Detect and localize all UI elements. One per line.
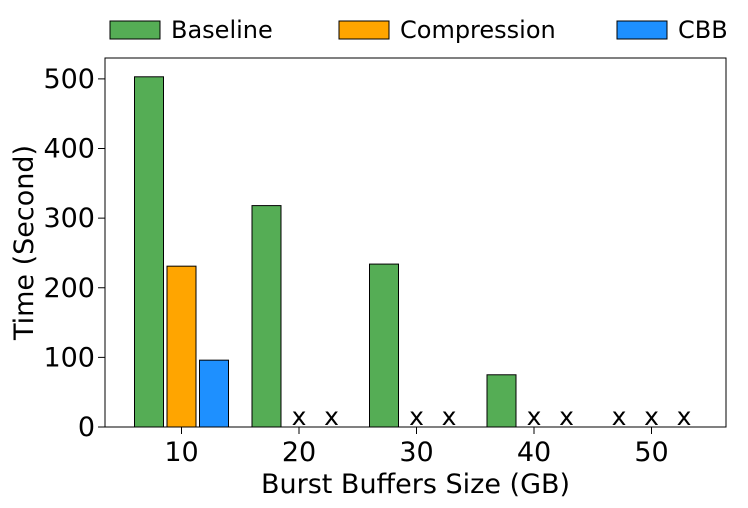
y-tick-label: 500: [43, 64, 95, 95]
missing-marker: x: [527, 402, 542, 431]
legend-label: CBB: [678, 16, 728, 44]
y-axis: 0 100 200 300 400 500: [43, 64, 105, 443]
y-axis-label: Time (Second): [9, 145, 40, 341]
missing-marker: x: [559, 402, 574, 431]
bar-baseline: [369, 263, 399, 428]
y-tick-label: 0: [78, 412, 95, 443]
legend-label: Compression: [400, 16, 556, 44]
missing-marker: x: [409, 402, 424, 431]
missing-marker: x: [324, 402, 339, 431]
missing-marker: x: [612, 402, 627, 431]
y-tick-label: 100: [43, 342, 95, 373]
x-axis: 10 20 30 40 50: [164, 427, 669, 468]
plot-area: [104, 57, 727, 428]
y-tick-label: 300: [43, 203, 95, 234]
legend-swatch: [109, 20, 161, 40]
missing-marker: x: [677, 402, 692, 431]
bar-baseline: [486, 374, 517, 428]
bar-cbb: [199, 359, 229, 428]
bar-compression: [166, 265, 197, 428]
missing-marker: x: [644, 402, 659, 431]
missing-marker: x: [442, 402, 457, 431]
x-tick-label: 40: [517, 437, 551, 468]
x-tick-label: 20: [282, 437, 316, 468]
legend-swatch: [338, 20, 390, 40]
y-tick-label: 200: [43, 273, 95, 304]
x-tick-label: 10: [164, 437, 198, 468]
legend-label: Baseline: [171, 16, 273, 44]
bar-baseline: [134, 76, 164, 428]
x-axis-label: Burst Buffers Size (GB): [261, 469, 570, 500]
x-tick-label: 30: [399, 437, 433, 468]
x-tick-label: 50: [634, 437, 668, 468]
y-tick-label: 400: [43, 134, 95, 165]
missing-marker: x: [292, 402, 307, 431]
bar-baseline: [251, 205, 282, 428]
legend: Baseline Compression CBB: [109, 16, 728, 44]
legend-swatch: [616, 20, 668, 40]
bars: [134, 76, 517, 428]
